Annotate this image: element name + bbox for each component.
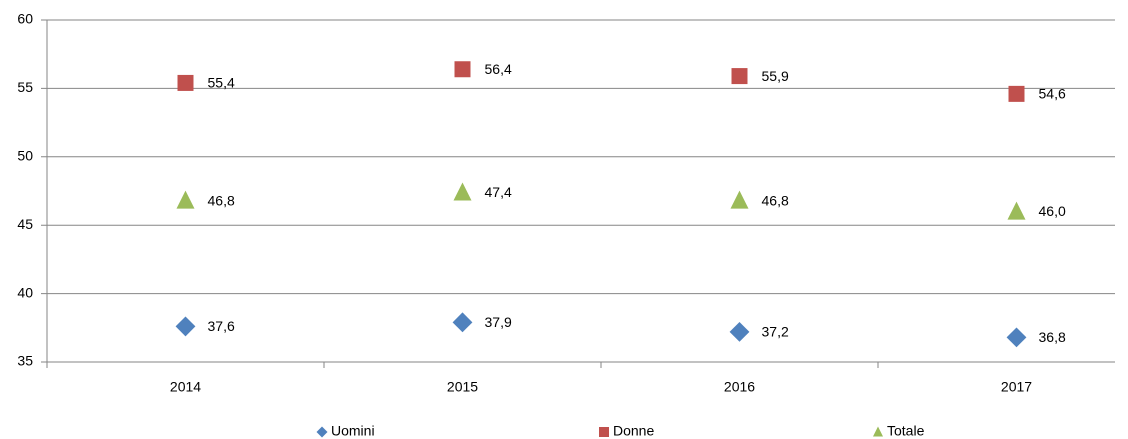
legend-marker bbox=[599, 427, 609, 437]
marker bbox=[1007, 201, 1026, 220]
x-tick-label: 2014 bbox=[170, 379, 201, 395]
legend-label: Uomini bbox=[331, 423, 375, 439]
marker bbox=[729, 322, 750, 342]
data-label: 54,6 bbox=[1039, 86, 1066, 102]
x-tick-label: 2015 bbox=[447, 379, 478, 395]
marker bbox=[731, 68, 748, 85]
legend-label: Totale bbox=[887, 423, 925, 439]
y-tick-label: 60 bbox=[17, 11, 33, 27]
legend-marker bbox=[316, 426, 328, 438]
x-tick-label: 2016 bbox=[724, 379, 755, 395]
y-tick-label: 50 bbox=[17, 148, 33, 164]
y-tick-label: 35 bbox=[17, 353, 33, 369]
marker bbox=[730, 190, 749, 209]
data-label: 46,8 bbox=[762, 192, 789, 208]
marker bbox=[454, 61, 471, 78]
data-label: 46,8 bbox=[208, 192, 235, 208]
data-label: 37,6 bbox=[208, 318, 235, 334]
y-tick-label: 45 bbox=[17, 216, 33, 232]
marker bbox=[1008, 85, 1025, 102]
marker bbox=[175, 316, 196, 337]
data-label: 36,8 bbox=[1039, 329, 1066, 345]
legend-label: Donne bbox=[613, 423, 654, 439]
legend-marker bbox=[873, 426, 883, 437]
data-label: 56,4 bbox=[485, 61, 512, 77]
marker bbox=[452, 312, 473, 333]
data-label: 37,9 bbox=[485, 314, 512, 330]
data-label: 55,9 bbox=[762, 68, 789, 84]
data-label: 37,2 bbox=[762, 324, 789, 340]
data-label: 55,4 bbox=[208, 75, 235, 91]
data-label: 47,4 bbox=[485, 184, 512, 200]
marker bbox=[453, 182, 472, 201]
data-label: 46,0 bbox=[1039, 203, 1066, 219]
y-tick-label: 55 bbox=[17, 79, 33, 95]
marker bbox=[176, 190, 195, 209]
y-tick-label: 40 bbox=[17, 284, 33, 300]
marker bbox=[177, 74, 194, 91]
x-tick-label: 2017 bbox=[1001, 379, 1032, 395]
marker bbox=[1006, 327, 1027, 348]
